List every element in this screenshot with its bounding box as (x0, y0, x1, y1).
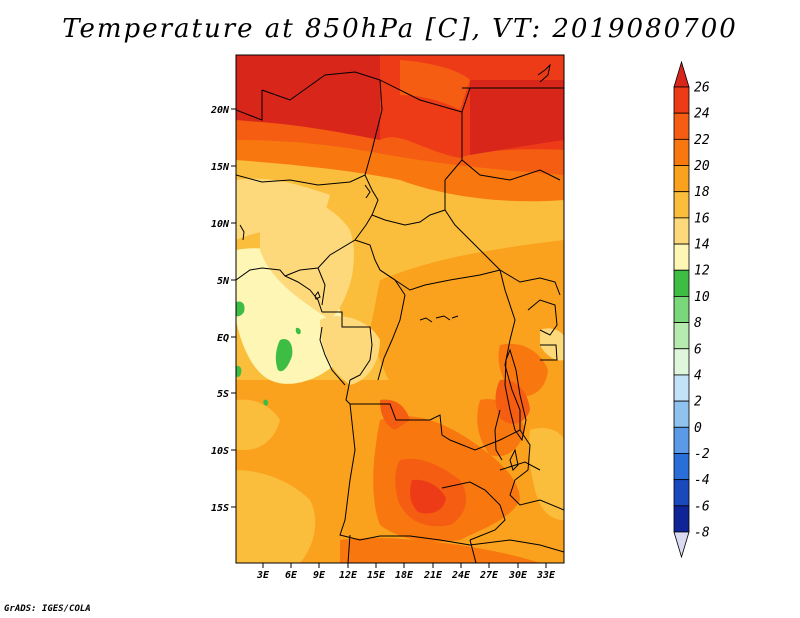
colorbar-label: 14 (694, 238, 710, 253)
colorbar-box (673, 165, 690, 193)
lon-axis: 3E 6E 9E 12E 15E 18E 21E 24E 27E 30E 33E (256, 563, 556, 581)
colorbar-box (673, 243, 690, 271)
lat-label: EQ (217, 333, 229, 344)
colorbar-box (673, 348, 690, 376)
lat-label: 15N (211, 162, 230, 173)
colorbar-label: 0 (694, 421, 702, 436)
map-frame (235, 54, 565, 564)
colorbar-label: 8 (694, 316, 702, 331)
colorbar-box (673, 191, 690, 219)
colorbar-box (673, 112, 690, 140)
lat-label: 20N (210, 105, 230, 116)
colorbar-label: 12 (694, 264, 710, 279)
lon-label: 24E (451, 570, 471, 581)
lon-label: 33E (536, 570, 556, 581)
lat-label: 5S (217, 389, 229, 400)
colorbar-label: 4 (694, 368, 702, 383)
colorbar-box (673, 426, 690, 454)
colorbar-label: 20 (694, 159, 710, 174)
lon-label: 6E (285, 570, 298, 581)
colorbar-box (673, 296, 690, 323)
colorbar-box (673, 453, 690, 481)
lon-label: 27E (479, 570, 499, 581)
colorbar-box (673, 217, 690, 245)
colorbar-box (673, 269, 690, 297)
colorbar-top-arrow (673, 60, 690, 88)
colorbar-label: 16 (694, 211, 710, 226)
colorbar-label: 6 (694, 342, 702, 357)
colorbar-label: 2 (694, 395, 702, 410)
colorbar-label: 18 (694, 185, 710, 200)
lon-label: 21E (423, 570, 443, 581)
colorbar-box (673, 505, 690, 533)
colorbar-box (673, 86, 690, 114)
chart-title: Temperature at 850hPa [C], VT: 201908070… (62, 14, 738, 44)
colorbar-label: -8 (694, 526, 710, 541)
lat-label: 10N (211, 219, 230, 230)
colorbar-box (673, 400, 690, 428)
colorbar-box (673, 479, 690, 507)
lon-label: 18E (395, 570, 414, 581)
colorbar-box (673, 138, 690, 166)
colorbar-label: -4 (694, 473, 710, 488)
colorbar-label: -6 (694, 499, 710, 514)
lon-label: 12E (339, 570, 358, 581)
lat-label: 15S (211, 503, 229, 514)
lat-axis: 20N 15N 10N 5N EQ 5S 10S 15S (210, 105, 236, 514)
lat-label: 10S (211, 446, 229, 457)
colorbar-box (673, 374, 690, 402)
colorbar-label: 10 (694, 290, 710, 305)
lon-label: 9E (313, 570, 326, 581)
colorbar-label: 26 (694, 81, 710, 96)
lon-label: 15E (367, 570, 386, 581)
colorbar-box (673, 322, 690, 350)
lon-label: 30E (508, 570, 528, 581)
lat-label: 5N (217, 276, 230, 287)
colorbar-bottom-arrow (673, 531, 690, 559)
colorbar-label: 22 (694, 133, 710, 148)
temperature-field (236, 55, 564, 563)
country-borders (236, 63, 564, 563)
colorbar-label: 24 (694, 107, 710, 122)
colorbar-label: -2 (694, 447, 710, 462)
footer-credit: GrADS: IGES/COLA (4, 604, 91, 614)
lon-label: 3E (256, 570, 270, 581)
